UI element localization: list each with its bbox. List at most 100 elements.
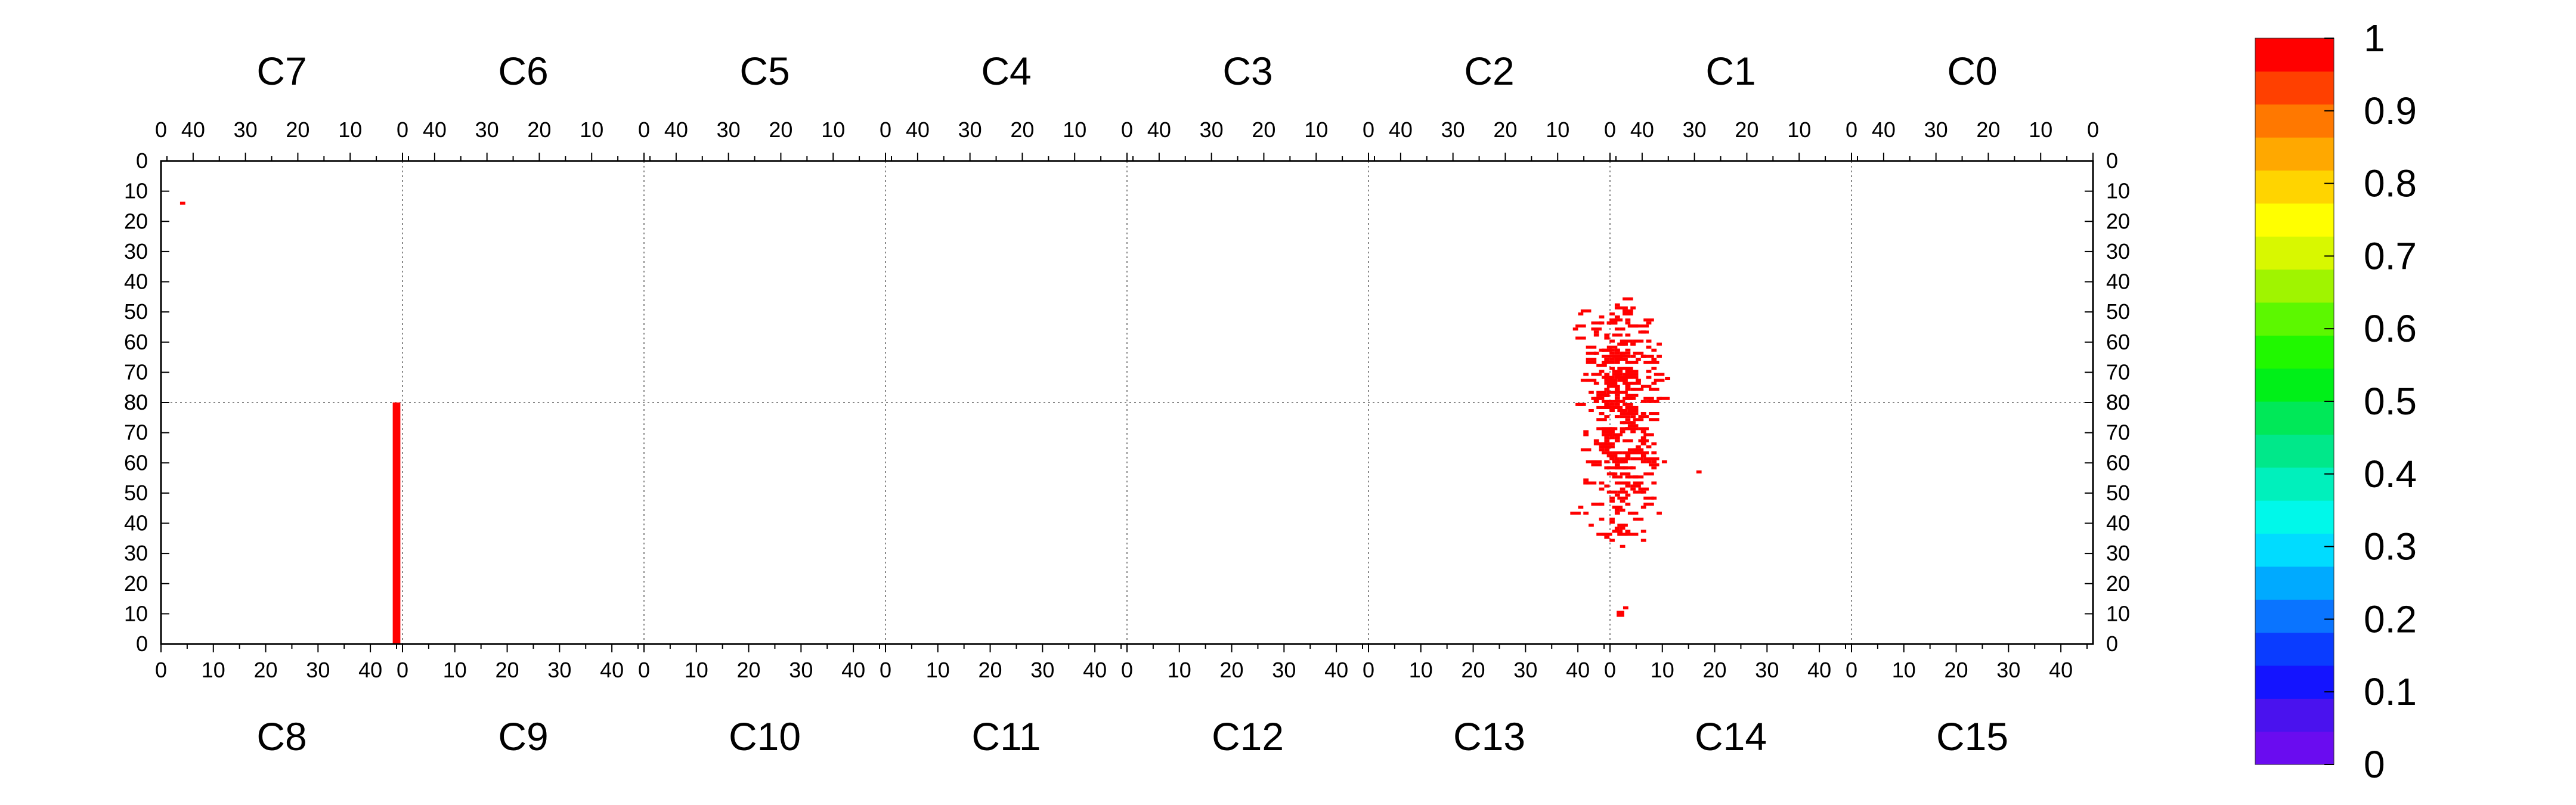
bottom-chip-label: C11 <box>971 714 1041 758</box>
top-chip-label: C3 <box>1222 49 1272 93</box>
hit-pixel <box>1646 433 1652 436</box>
left-y-tick-label: 10 <box>124 179 148 203</box>
hit-pixel <box>1646 385 1652 388</box>
hit-pixel <box>1599 397 1605 400</box>
hit-pixel <box>1612 333 1623 337</box>
hit-pixel <box>1657 354 1662 358</box>
hit-pixel <box>1599 502 1605 506</box>
colorbar-segment <box>2255 203 2334 237</box>
top-x-tick-label: 0 <box>2087 117 2099 142</box>
hit-pixel <box>1599 348 1605 352</box>
bottom-x-tick-label: 10 <box>926 658 950 682</box>
colorbar-segment <box>2255 599 2334 633</box>
bottom-x-tick-label: 40 <box>600 658 624 682</box>
right-y-tick-label: 40 <box>2106 511 2130 535</box>
hit-pixel <box>1589 391 1594 394</box>
hit-pixel <box>1633 339 1644 343</box>
hit-pixel <box>1625 457 1631 461</box>
hit-pixel <box>1609 360 1615 364</box>
hit-pixel <box>1614 360 1620 364</box>
hit-pixel <box>1609 442 1615 445</box>
hit-pixel <box>1609 351 1615 355</box>
hit-pixel <box>1602 360 1612 364</box>
hit-pixel <box>1620 509 1626 512</box>
hit-pixel <box>1620 460 1626 464</box>
hit-pixel <box>1614 327 1620 331</box>
hit-pixel <box>1620 357 1626 361</box>
left-y-tick-label: 20 <box>124 571 148 596</box>
hit-pixel <box>1623 402 1633 406</box>
hit-pixel <box>1640 538 1646 542</box>
hit-pixel <box>1609 402 1615 406</box>
hit-pixel <box>1625 318 1631 322</box>
right-y-tick-label: 50 <box>2106 299 2130 324</box>
hit-pixel <box>1625 321 1631 325</box>
hit-pixel <box>1614 394 1620 397</box>
colorbar-tick-label: 0.3 <box>2364 525 2417 568</box>
top-x-tick-label: 10 <box>821 117 845 142</box>
hit-pixel <box>1623 451 1633 454</box>
hit-pixel <box>1620 327 1626 331</box>
right-y-tick-label: 80 <box>2106 390 2130 414</box>
hit-pixel <box>1630 405 1636 409</box>
bottom-x-tick-label: 30 <box>1272 658 1296 682</box>
hit-pixel <box>1630 430 1636 434</box>
hit-pixel <box>1623 421 1633 425</box>
bottom-x-tick-label: 40 <box>358 658 382 682</box>
hit-pixel <box>1640 530 1646 533</box>
top-x-tick-label: 30 <box>958 117 982 142</box>
bottom-x-tick-label: 20 <box>254 658 278 682</box>
bottom-chip-label: C15 <box>1936 714 2008 758</box>
hit-pixel <box>1630 421 1636 425</box>
hit-pixel <box>1659 397 1670 400</box>
hit-pixel <box>1625 385 1631 388</box>
hit-pixel <box>1604 484 1610 488</box>
left-y-tick-label: 70 <box>124 360 148 384</box>
bottom-x-tick-label: 10 <box>685 658 708 682</box>
hit-pixel <box>1614 357 1620 361</box>
hit-pixel <box>1602 430 1612 434</box>
hit-pixel <box>1604 439 1610 442</box>
bottom-x-tick-label: 0 <box>1846 658 1857 682</box>
top-x-tick-label: 10 <box>580 117 603 142</box>
hit-pixel <box>1625 493 1631 497</box>
right-y-tick-label: 0 <box>2106 631 2118 656</box>
hit-pixel <box>1625 530 1631 533</box>
hit-pixel <box>1606 490 1618 494</box>
hit-pixel <box>1606 382 1618 385</box>
top-x-tick-label: 20 <box>286 117 309 142</box>
hit-pixel <box>1596 394 1607 397</box>
bottom-x-tick-label: 30 <box>1030 658 1054 682</box>
hit-pixel <box>1625 354 1631 358</box>
hit-pixel <box>1614 348 1620 352</box>
right-y-tick-label: 70 <box>2106 360 2130 384</box>
hit-pixel <box>1640 385 1646 388</box>
hit-pixel <box>1596 532 1607 536</box>
hit-pixel <box>1614 527 1620 530</box>
hit-pixel <box>1586 345 1597 349</box>
bottom-x-tick-label: 0 <box>1363 658 1374 682</box>
hit-pixel <box>1625 333 1631 337</box>
hit-pixel <box>1636 357 1641 361</box>
hit-pixel <box>1614 306 1620 309</box>
hit-pixel <box>1651 451 1657 454</box>
hit-pixel <box>1604 402 1610 406</box>
left-y-tick-label: 0 <box>136 631 148 656</box>
left-y-tick-label: 10 <box>124 601 148 626</box>
bottom-x-tick-label: 30 <box>789 658 813 682</box>
hit-pixel <box>1591 463 1602 467</box>
colorbar-segment <box>2255 500 2334 534</box>
hit-pixel <box>1614 303 1620 306</box>
colorbar-segment <box>2255 38 2334 72</box>
hit-pixel <box>1646 321 1652 325</box>
left-y-tick-label: 60 <box>124 450 148 475</box>
hit-pixel <box>1609 445 1615 448</box>
hit-pixel <box>1649 388 1659 391</box>
top-x-tick-label: 30 <box>1441 117 1465 142</box>
hit-pixel <box>1602 354 1612 358</box>
bottom-x-tick-label: 40 <box>841 658 865 682</box>
left-y-tick-label: 30 <box>124 239 148 264</box>
hit-pixel <box>1640 439 1646 442</box>
top-chip-label: C2 <box>1464 49 1514 93</box>
hit-pixel <box>1651 460 1657 464</box>
